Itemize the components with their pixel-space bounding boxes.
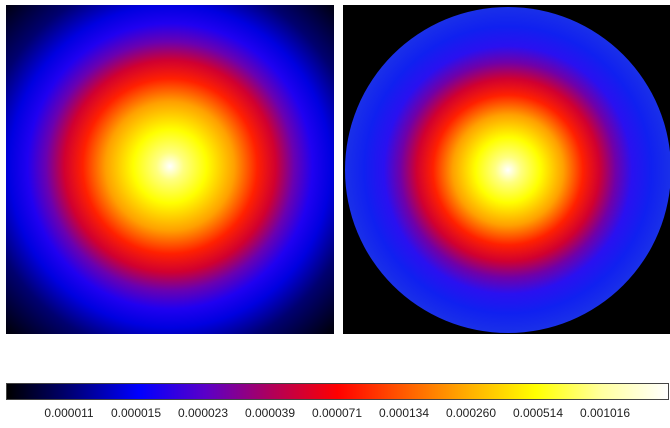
colorbar-tick: 0.000260 [445, 406, 497, 420]
colorbar-tick: 0.000023 [177, 406, 229, 420]
colorbar [6, 383, 669, 400]
right-map-graphic [343, 5, 670, 334]
right-intensity-map [343, 5, 670, 334]
colorbar-tick: 0.000015 [110, 406, 162, 420]
left-intensity-map [6, 5, 334, 334]
colorbar-tick: 0.000011 [44, 406, 94, 420]
left-map-graphic [6, 5, 334, 334]
colorbar-tick: 0.001016 [579, 406, 631, 420]
colorbar-tick-labels: 0.000011 0.000015 0.000023 0.000039 0.00… [6, 403, 669, 423]
disc [345, 7, 670, 333]
colorbar-tick: 0.000071 [311, 406, 363, 420]
colorbar-tick: 0.000134 [378, 406, 430, 420]
colorbar-tick: 0.000039 [244, 406, 296, 420]
colorbar-tick: 0.000514 [512, 406, 564, 420]
